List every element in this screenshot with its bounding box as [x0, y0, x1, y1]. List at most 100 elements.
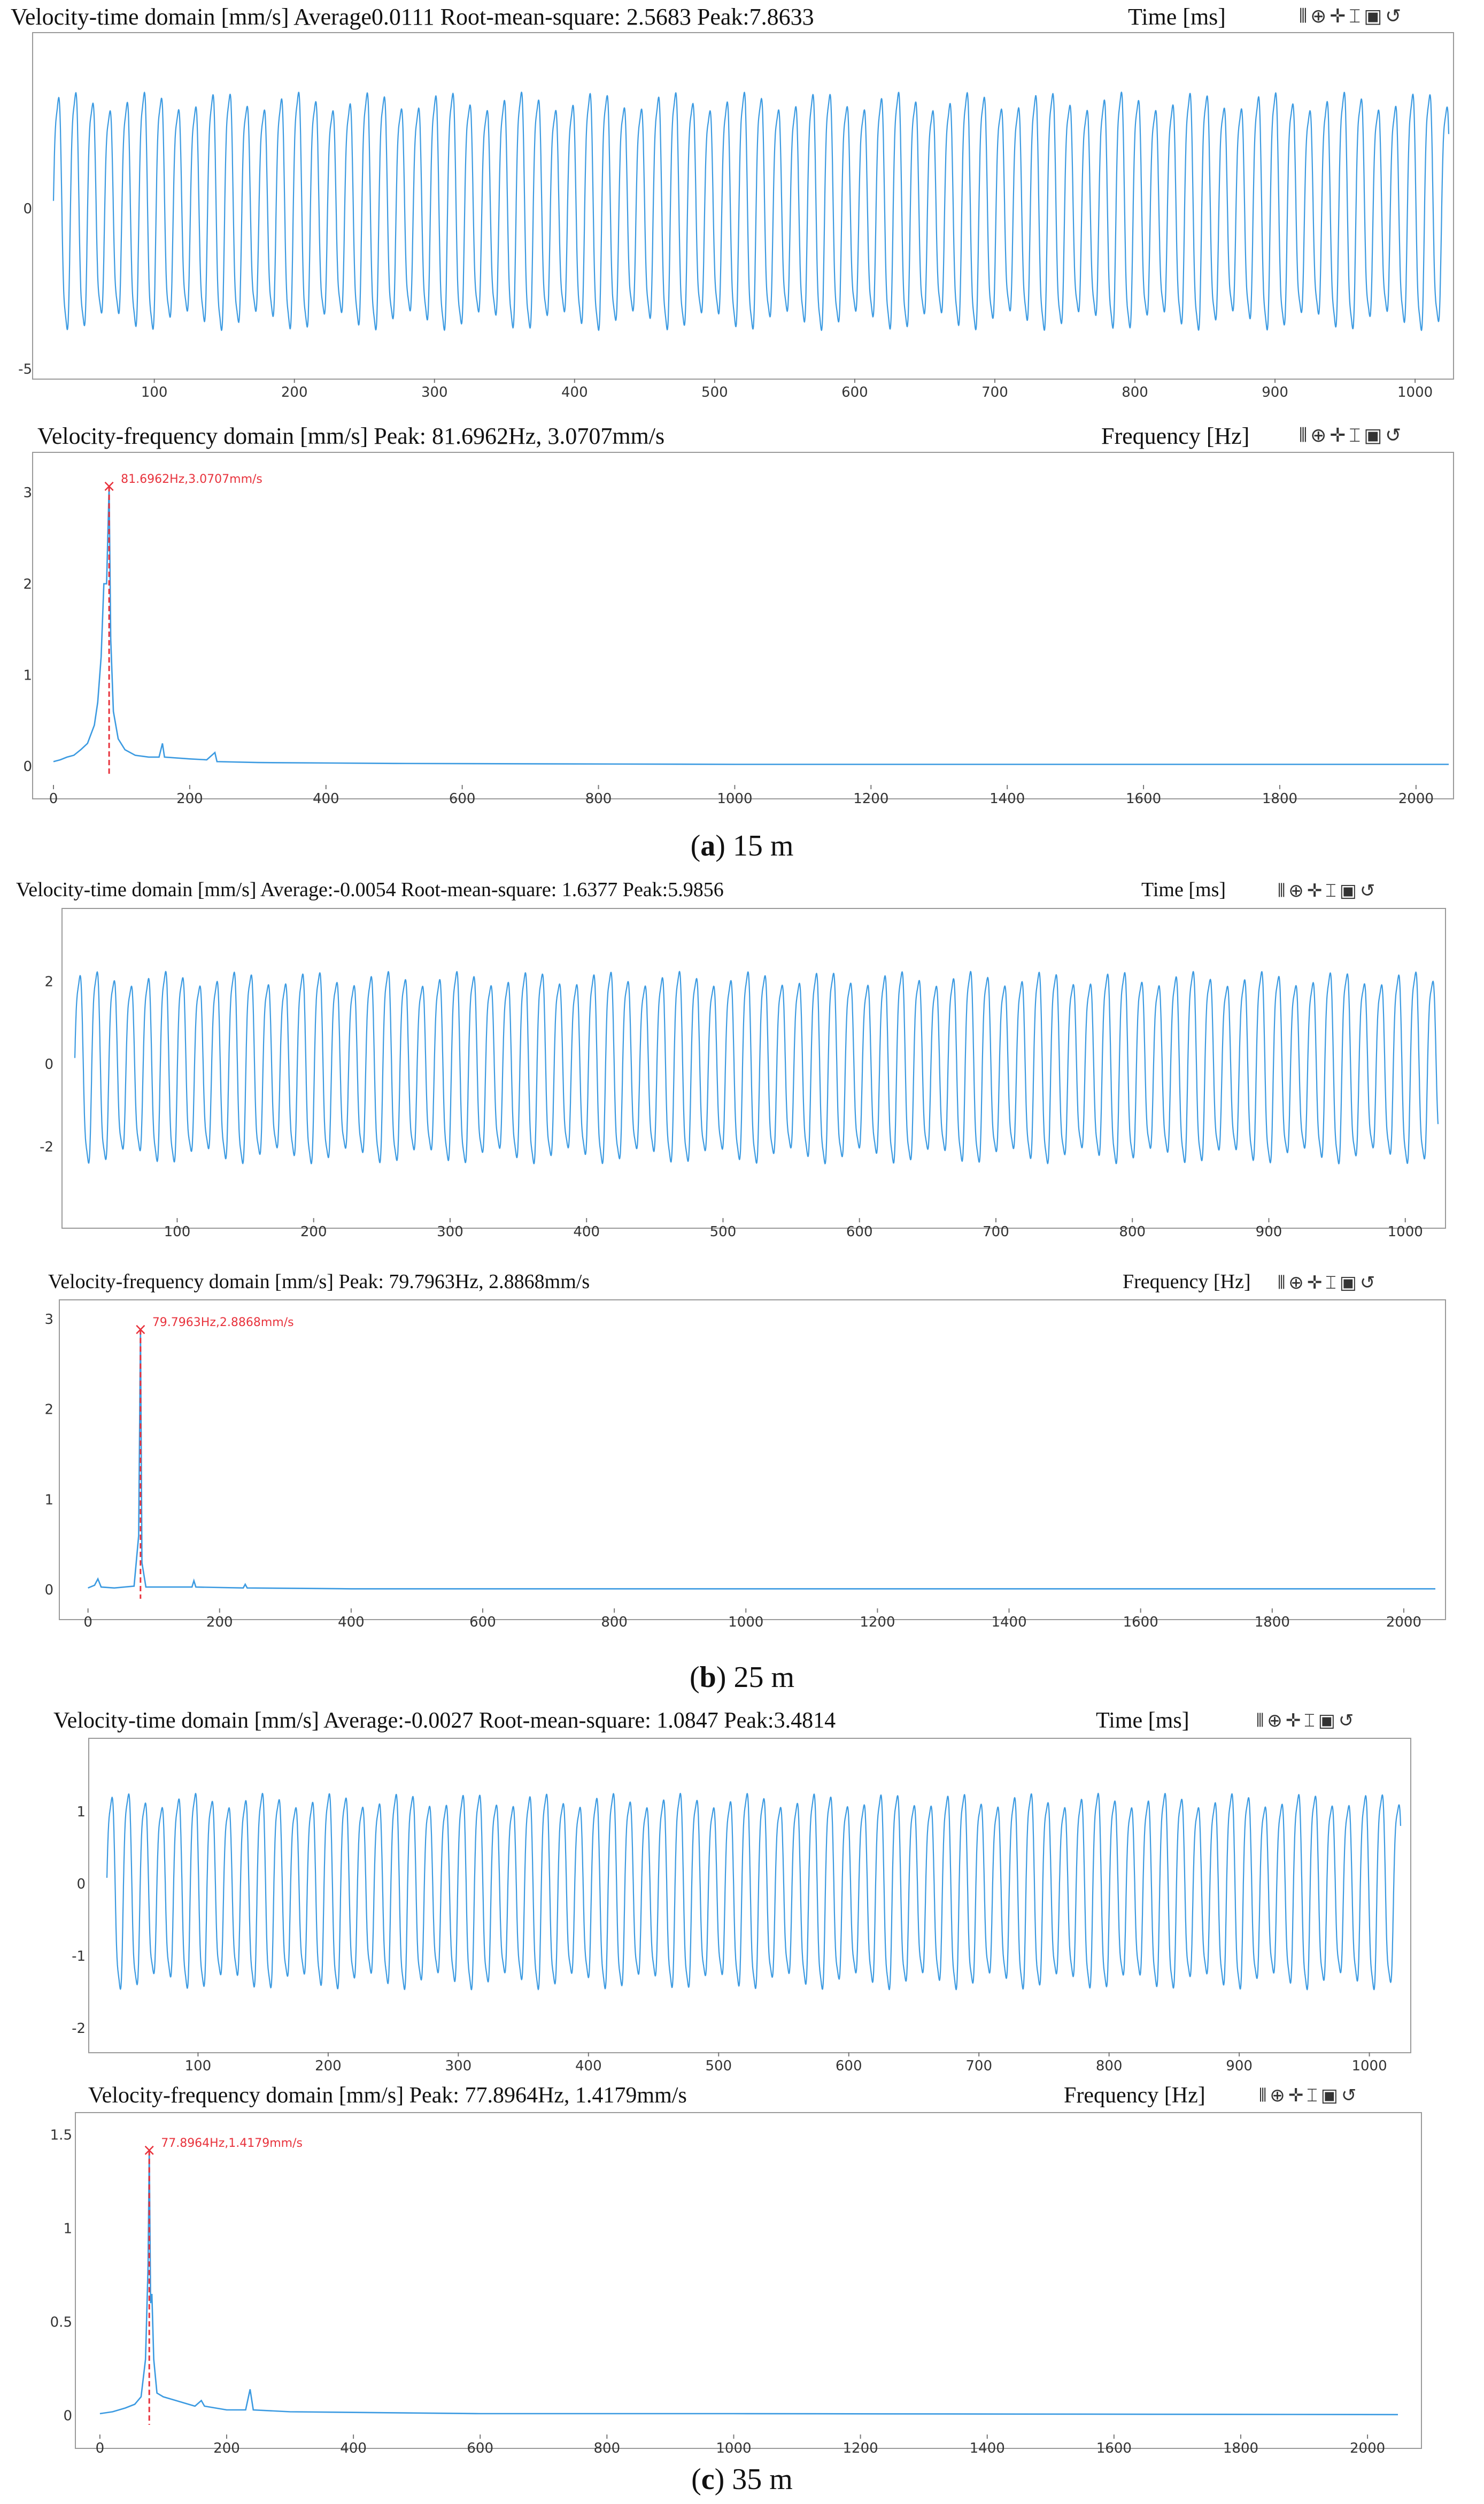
peak-marker-cross: × [134, 1320, 147, 1339]
y-tick-label: -2 [40, 1139, 53, 1155]
y-tick-label: 1 [23, 667, 32, 683]
move-icon[interactable]: ✛ [1307, 880, 1323, 902]
x-tick-label: 1200 [843, 2440, 878, 2456]
x-tick-label: 100 [185, 2058, 212, 2074]
y-tick-label: -5 [18, 361, 32, 377]
caption-text: 25 m [726, 1661, 795, 1694]
freq-toolbar: ⫴ ⊕ ✛ ⌶ ▣ ↺ [1259, 2085, 1359, 2106]
move-icon[interactable]: ✛ [1330, 5, 1346, 27]
x-tick-label: 600 [841, 384, 868, 400]
x-tick-label: 800 [601, 1614, 628, 1630]
x-tick-label: 500 [701, 384, 728, 400]
chart-b-time: 100 200 300 400 500 600 700 800 900 1000 -2 0 2 [40, 970, 1439, 1240]
y-tick-label: 0 [63, 2408, 72, 2424]
velocity-spectrum-series [88, 1329, 1435, 1590]
x-tick-label: 600 [836, 2058, 862, 2074]
pan-icon[interactable]: ⫴ [1259, 2085, 1267, 2106]
caption-text: 15 m [725, 829, 794, 862]
move-icon[interactable]: ✛ [1307, 1272, 1323, 1293]
reset-icon[interactable]: ↺ [1341, 2085, 1357, 2106]
fit-icon[interactable]: ▣ [1339, 880, 1357, 902]
caption-letter: c [701, 2463, 715, 2496]
pan-icon[interactable]: ⫴ [1278, 1272, 1286, 1293]
y-tick-label: 3 [44, 1312, 53, 1328]
freq-plot-frame [75, 2112, 1422, 2449]
cursor-icon[interactable]: ⌶ [1325, 1272, 1336, 1293]
cursor-icon[interactable]: ⌶ [1349, 5, 1361, 27]
panel-b: Velocity-time domain [mm/s] Average:-0.0… [0, 877, 1484, 1722]
cursor-icon[interactable]: ⌶ [1349, 425, 1361, 446]
x-tick-label: 0 [83, 1614, 92, 1630]
x-tick-label: 400 [561, 384, 588, 400]
time-axis-unit-label: Time [ms] [1128, 4, 1226, 30]
pan-icon[interactable]: ⫴ [1299, 5, 1308, 27]
zoom-icon[interactable]: ⊕ [1288, 1272, 1304, 1293]
y-tick-label: 0 [23, 201, 32, 217]
x-tick-label: 1200 [860, 1614, 895, 1630]
caption-letter: b [699, 1661, 716, 1694]
reset-icon[interactable]: ↺ [1385, 5, 1402, 27]
freq-chart-title: Velocity-frequency domain [mm/s] Peak: 7… [48, 1270, 590, 1293]
pan-icon[interactable]: ⫴ [1299, 425, 1308, 446]
x-tick-label: 700 [983, 1224, 1009, 1240]
x-tick-label: 1000 [717, 791, 752, 807]
zoom-icon[interactable]: ⊕ [1267, 1710, 1282, 1731]
freq-axis-unit-label: Frequency [Hz] [1123, 1270, 1251, 1293]
velocity-time-series [74, 970, 1439, 1165]
peak-marker-label: 77.8964Hz,1.4179mm/s [161, 2137, 303, 2150]
x-tick-label: 1000 [1351, 2058, 1387, 2074]
reset-icon[interactable]: ↺ [1338, 1710, 1354, 1731]
time-axis-unit-label: Time [ms] [1141, 879, 1226, 901]
chart-a-freq: 0 200 400 600 800 1000 1200 1400 1600 1800 2000 0 1 2… [23, 473, 1449, 807]
reset-icon[interactable]: ↺ [1359, 880, 1375, 902]
y-tick-label: 2 [44, 974, 53, 990]
y-tick-label: 0.5 [50, 2315, 72, 2331]
x-tick-label: 600 [846, 1224, 873, 1240]
fit-icon[interactable]: ▣ [1364, 425, 1382, 446]
x-tick-label: 1000 [1388, 1224, 1423, 1240]
cursor-icon[interactable]: ⌶ [1307, 2085, 1318, 2106]
x-tick-label: 800 [585, 791, 612, 807]
fit-icon[interactable]: ▣ [1318, 1710, 1335, 1731]
zoom-icon[interactable]: ⊕ [1310, 5, 1327, 27]
x-tick-label: 800 [1122, 384, 1148, 400]
zoom-icon[interactable]: ⊕ [1310, 425, 1327, 446]
x-tick-label: 600 [467, 2440, 493, 2456]
x-tick-label: 600 [469, 1614, 496, 1630]
x-tick-label: 800 [594, 2440, 621, 2456]
fit-icon[interactable]: ▣ [1320, 2085, 1338, 2106]
x-tick-label: 500 [705, 2058, 732, 2074]
cursor-icon[interactable]: ⌶ [1325, 880, 1336, 902]
x-tick-label: 600 [449, 791, 476, 807]
time-axis-unit-label: Time [ms] [1096, 1708, 1189, 1733]
x-tick-label: 200 [213, 2440, 240, 2456]
velocity-spectrum-series [53, 486, 1449, 765]
x-tick-label: 900 [1262, 384, 1288, 400]
zoom-icon[interactable]: ⊕ [1270, 2085, 1285, 2106]
reset-icon[interactable]: ↺ [1385, 425, 1402, 446]
x-tick-label: 200 [176, 791, 203, 807]
zoom-icon[interactable]: ⊕ [1288, 880, 1304, 902]
pan-icon[interactable]: ⫴ [1278, 880, 1286, 902]
x-tick-label: 1600 [1126, 791, 1161, 807]
x-tick-label: 200 [281, 384, 308, 400]
time-chart-title: Velocity-time domain [mm/s] Average:-0.0… [16, 879, 724, 901]
reset-icon[interactable]: ↺ [1359, 1272, 1375, 1293]
peak-marker-label: 79.7963Hz,2.8868mm/s [152, 1316, 294, 1329]
panel-c: Velocity-time domain [mm/s] Average:-0.0… [0, 1706, 1484, 2504]
time-chart-title: Velocity-time domain [mm/s] Average0.011… [11, 4, 814, 30]
x-tick-label: 1600 [1123, 1614, 1158, 1630]
x-tick-label: 700 [981, 384, 1008, 400]
x-tick-label: 800 [1119, 1224, 1146, 1240]
pan-icon[interactable]: ⫴ [1256, 1710, 1264, 1731]
fit-icon[interactable]: ▣ [1364, 5, 1382, 27]
chart-c-freq: 0 200 400 600 800 1000 1200 1400 1600 1800 2000 0 0.… [50, 2128, 1398, 2456]
move-icon[interactable]: ✛ [1288, 2085, 1304, 2106]
move-icon[interactable]: ✛ [1285, 1710, 1301, 1731]
move-icon[interactable]: ✛ [1330, 425, 1346, 446]
fit-icon[interactable]: ▣ [1339, 1272, 1357, 1293]
x-tick-label: 100 [141, 384, 168, 400]
x-tick-label: 900 [1256, 1224, 1282, 1240]
cursor-icon[interactable]: ⌶ [1304, 1710, 1315, 1731]
x-tick-label: 2000 [1386, 1614, 1421, 1630]
